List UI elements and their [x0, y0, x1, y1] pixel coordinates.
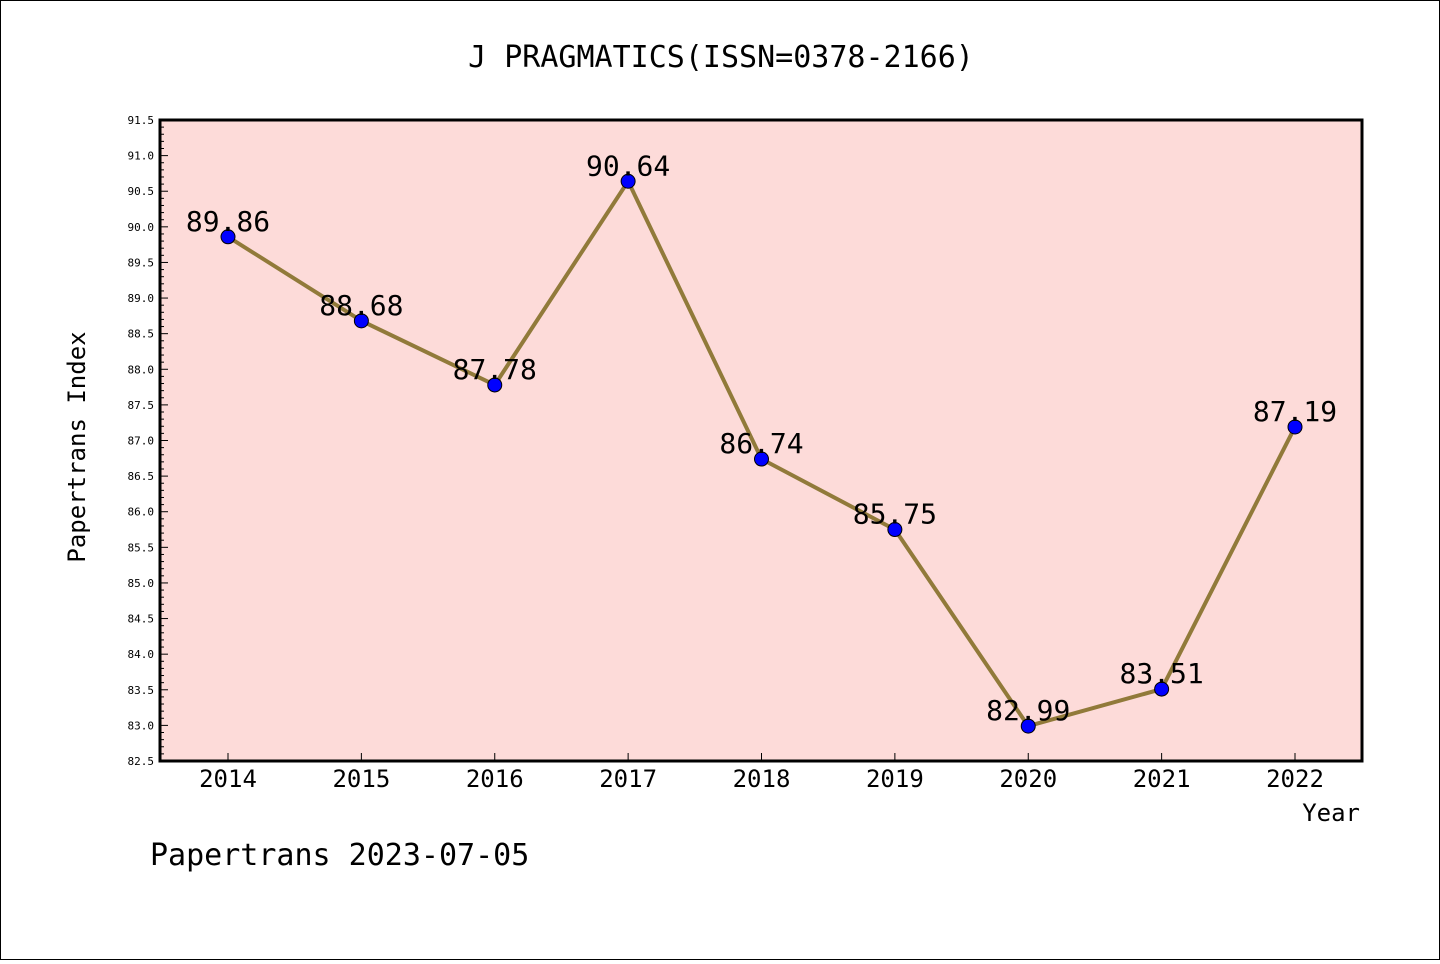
data-label: 85.75	[853, 498, 937, 531]
plot-area	[160, 120, 1362, 761]
line-segment	[359, 318, 497, 387]
series-markers	[220, 173, 1303, 734]
data-point	[887, 522, 903, 538]
line-segment	[1026, 687, 1164, 729]
data-point	[353, 313, 369, 329]
y-tick-label: 87.0	[128, 435, 155, 448]
data-label: 87.78	[453, 353, 537, 386]
y-tick-label: 83.0	[128, 719, 155, 732]
data-labels: 89.86 88.68 87.78 90.64 86.74 85.75 82.99 83.51…	[186, 149, 1337, 727]
x-tick-label: 2021	[1133, 765, 1191, 793]
y-tick-label: 82.5	[128, 755, 155, 768]
data-point	[1020, 718, 1036, 734]
line-segment	[492, 179, 631, 387]
data-point	[620, 173, 636, 189]
y-tick-label: 88.0	[128, 363, 155, 376]
y-tick-label: 84.0	[128, 648, 155, 661]
x-axis-label: Year	[1302, 799, 1360, 827]
footer-text: Papertrans 2023-07-05	[150, 838, 529, 873]
data-label: 89.86	[186, 205, 270, 238]
data-point	[1154, 681, 1170, 697]
y-axis-label: Papertrans Index	[63, 331, 91, 562]
x-tick-label: 2016	[466, 765, 524, 793]
x-tick-label: 2014	[199, 765, 257, 793]
y-tick-label: 85.0	[128, 577, 155, 590]
data-label: 87.19	[1253, 395, 1337, 428]
x-tick-label: 2020	[999, 765, 1057, 793]
line-segment	[626, 179, 764, 462]
data-point	[754, 451, 769, 467]
line-segment	[1159, 424, 1297, 692]
y-tick-label: 91.5	[128, 114, 155, 127]
series-line	[226, 179, 1297, 729]
y-tick-label: 86.5	[128, 470, 155, 483]
x-tick-label: 2015	[332, 765, 390, 793]
data-label: 88.68	[319, 289, 403, 322]
y-tick-label: 87.5	[128, 399, 155, 412]
data-label: 90.64	[586, 149, 670, 182]
y-tick-label: 84.5	[128, 613, 155, 626]
y-tick-label: 89.5	[128, 256, 155, 269]
y-tick-label: 85.5	[128, 541, 155, 554]
x-tick-label: 2017	[599, 765, 657, 793]
chart-title: J PRAGMATICS(ISSN=0378-2166)	[468, 40, 974, 75]
x-tick-label: 2019	[866, 765, 924, 793]
data-label: 83.51	[1119, 657, 1203, 690]
plot-frame	[158, 118, 1364, 763]
data-label: 86.74	[719, 427, 803, 460]
y-tick-label: 88.5	[128, 328, 155, 341]
data-label: 82.99	[986, 694, 1070, 727]
x-tick-label: 2018	[733, 765, 791, 793]
y-tick-label: 90.5	[128, 185, 155, 198]
x-tick-label: 2022	[1266, 765, 1324, 793]
line-segment	[226, 234, 364, 323]
line-segment	[892, 527, 1031, 729]
y-tick-label: 89.0	[128, 292, 155, 305]
line-segment	[759, 457, 897, 532]
y-tick-label: 91.0	[128, 150, 155, 163]
data-point	[487, 377, 503, 393]
y-tick-label: 83.5	[128, 684, 155, 697]
y-tick-label: 86.0	[128, 506, 155, 519]
data-point	[220, 229, 236, 245]
y-tick-label: 90.0	[128, 221, 155, 234]
data-point	[1287, 419, 1303, 435]
